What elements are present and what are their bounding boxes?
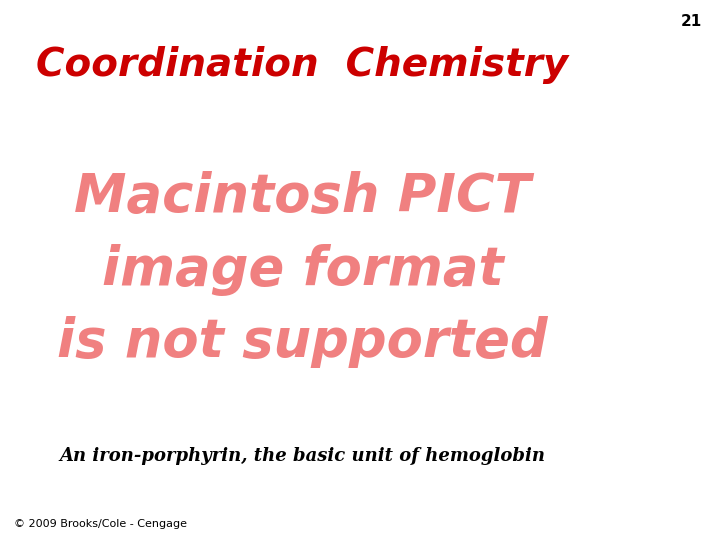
Text: © 2009 Brooks/Cole - Cengage: © 2009 Brooks/Cole - Cengage: [14, 519, 187, 529]
Text: 21: 21: [680, 14, 702, 29]
Text: An iron-porphyrin, the basic unit of hemoglobin: An iron-porphyrin, the basic unit of hem…: [59, 447, 546, 465]
Text: Macintosh PICT
image format
is not supported: Macintosh PICT image format is not suppo…: [57, 172, 548, 368]
Text: Coordination  Chemistry: Coordination Chemistry: [36, 46, 569, 84]
